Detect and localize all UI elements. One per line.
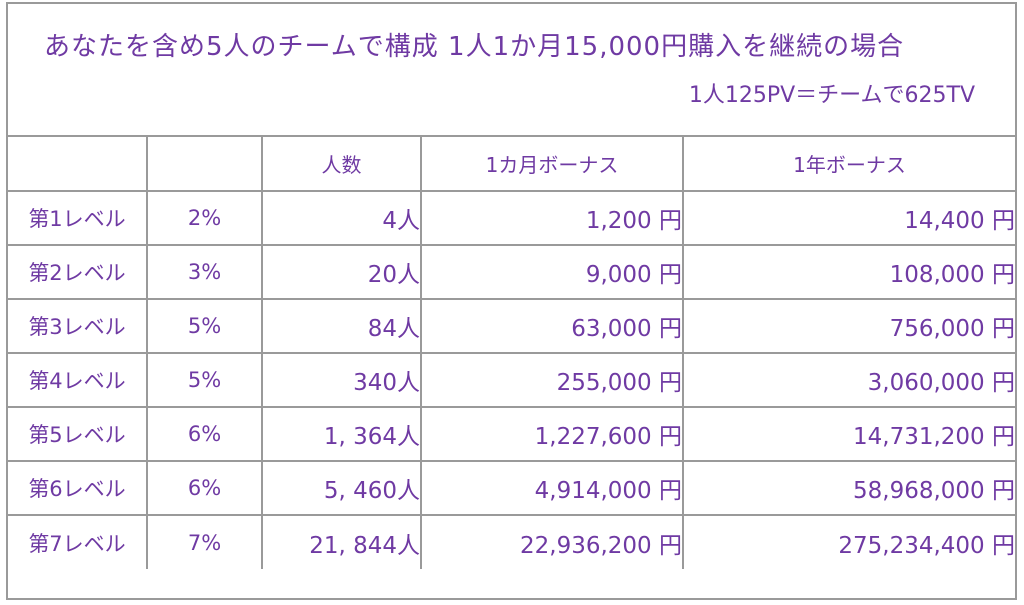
table-header-row: 人数 1カ月ボーナス 1年ボーナス: [8, 137, 1015, 192]
monthly-bonus-cell: 9,000 円: [420, 244, 684, 300]
level-cell: 第3レベル: [8, 298, 148, 354]
yearly-bonus-cell: 108,000 円: [682, 244, 1015, 300]
table-row: 第7レベル 7% 21, 844人 22,936,200 円 275,234,4…: [8, 514, 1015, 569]
rate-cell: 5%: [146, 352, 263, 408]
monthly-bonus-cell: 63,000 円: [420, 298, 684, 354]
table-row: 第6レベル 6% 5, 460人 4,914,000 円 58,968,000 …: [8, 460, 1015, 516]
level-cell: 第5レベル: [8, 406, 148, 462]
column-header-level: [8, 137, 148, 192]
table-row: 第2レベル 3% 20人 9,000 円 108,000 円: [8, 244, 1015, 300]
level-cell: 第4レベル: [8, 352, 148, 408]
column-header-rate: [146, 137, 263, 192]
column-header-yearly-bonus: 1年ボーナス: [682, 137, 1015, 192]
monthly-bonus-cell: 22,936,200 円: [420, 514, 684, 569]
people-cell: 4人: [261, 190, 422, 246]
people-cell: 1, 364人: [261, 406, 422, 462]
table-row: 第1レベル 2% 4人 1,200 円 14,400 円: [8, 190, 1015, 246]
table-row: 第4レベル 5% 340人 255,000 円 3,060,000 円: [8, 352, 1015, 408]
yearly-bonus-cell: 756,000 円: [682, 298, 1015, 354]
rate-cell: 5%: [146, 298, 263, 354]
monthly-bonus-cell: 255,000 円: [420, 352, 684, 408]
people-cell: 340人: [261, 352, 422, 408]
yearly-bonus-cell: 58,968,000 円: [682, 460, 1015, 516]
yearly-bonus-cell: 3,060,000 円: [682, 352, 1015, 408]
people-cell: 84人: [261, 298, 422, 354]
people-cell: 21, 844人: [261, 514, 422, 569]
yearly-bonus-cell: 14,400 円: [682, 190, 1015, 246]
yearly-bonus-cell: 14,731,200 円: [682, 406, 1015, 462]
monthly-bonus-cell: 1,200 円: [420, 190, 684, 246]
level-cell: 第2レベル: [8, 244, 148, 300]
level-cell: 第7レベル: [8, 514, 148, 569]
bonus-table-sheet: あなたを含め5人のチームで構成 1人1か月15,000円購入を継続の場合 1人1…: [6, 2, 1017, 600]
bonus-table: 人数 1カ月ボーナス 1年ボーナス 第1レベル 2% 4人 1,200 円 14…: [8, 137, 1015, 569]
level-cell: 第1レベル: [8, 190, 148, 246]
monthly-bonus-cell: 4,914,000 円: [420, 460, 684, 516]
page-subtitle: 1人125PV＝チームで625TV: [688, 83, 975, 108]
rate-cell: 7%: [146, 514, 263, 569]
column-header-people: 人数: [261, 137, 422, 192]
monthly-bonus-cell: 1,227,600 円: [420, 406, 684, 462]
table-header-box: あなたを含め5人のチームで構成 1人1か月15,000円購入を継続の場合 1人1…: [8, 4, 1015, 137]
people-cell: 20人: [261, 244, 422, 300]
table-row: 第5レベル 6% 1, 364人 1,227,600 円 14,731,200 …: [8, 406, 1015, 462]
table-row: 第3レベル 5% 84人 63,000 円 756,000 円: [8, 298, 1015, 354]
level-cell: 第6レベル: [8, 460, 148, 516]
page-title: あなたを含め5人のチームで構成 1人1か月15,000円購入を継続の場合: [44, 32, 905, 62]
rate-cell: 6%: [146, 460, 263, 516]
rate-cell: 2%: [146, 190, 263, 246]
yearly-bonus-cell: 275,234,400 円: [682, 514, 1015, 569]
rate-cell: 6%: [146, 406, 263, 462]
column-header-monthly-bonus: 1カ月ボーナス: [420, 137, 684, 192]
rate-cell: 3%: [146, 244, 263, 300]
people-cell: 5, 460人: [261, 460, 422, 516]
